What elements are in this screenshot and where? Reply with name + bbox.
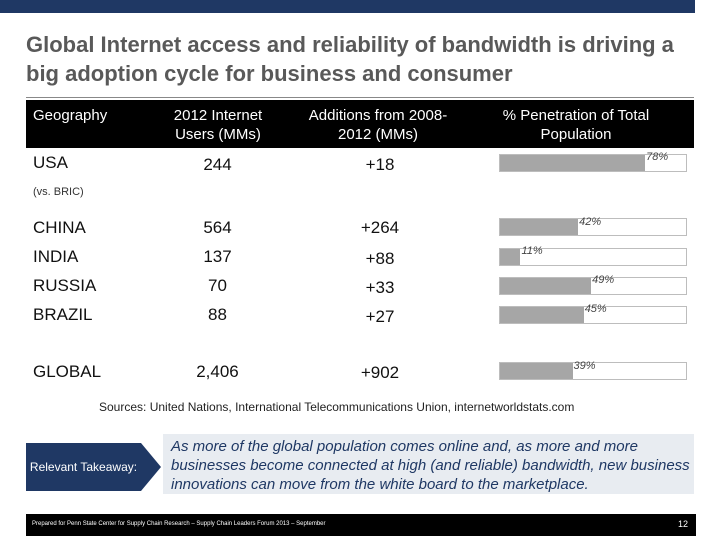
additions-cell: +18 xyxy=(365,155,395,174)
subnote: (vs. BRIC) xyxy=(33,186,84,198)
table-row: GLOBAL 2,406 +902 39% xyxy=(0,360,720,385)
users-cell: 564 xyxy=(203,218,232,237)
slide-title: Global Internet access and reliability o… xyxy=(26,32,674,86)
table-row: BRAZIL 88 +27 45% xyxy=(0,303,720,328)
header-geography: Geography xyxy=(33,107,108,124)
penetration-label: 49% xyxy=(592,274,615,286)
penetration-bar xyxy=(499,362,687,380)
penetration-bar xyxy=(499,306,687,324)
table-row: USA 244 +18 78% xyxy=(0,151,720,176)
additions-cell: +902 xyxy=(360,363,400,382)
geo-cell: INDIA xyxy=(33,247,79,266)
additions-cell: +264 xyxy=(360,218,400,237)
penetration-bar-fill xyxy=(500,278,592,294)
additions-cell: +33 xyxy=(365,278,395,297)
table-row: INDIA 137 +88 11% xyxy=(0,245,720,270)
top-accent-bar xyxy=(0,0,695,13)
page-number: 12 xyxy=(677,519,688,529)
penetration-label: 45% xyxy=(584,303,607,315)
footer-bar: Prepared for Penn State Center for Suppl… xyxy=(26,514,696,536)
users-cell: 70 xyxy=(208,276,227,295)
penetration-label: 42% xyxy=(579,216,602,228)
users-cell: 137 xyxy=(203,247,232,266)
penetration-label: 39% xyxy=(573,360,596,372)
penetration-bar-fill xyxy=(500,155,646,171)
takeaway-text: As more of the global population comes o… xyxy=(163,434,694,494)
penetration-bar-fill xyxy=(500,219,579,235)
geo-cell: GLOBAL xyxy=(33,362,102,381)
additions-cell: +88 xyxy=(365,249,395,268)
users-cell: 244 xyxy=(203,155,232,174)
penetration-bar-fill xyxy=(500,363,573,379)
geo-cell: USA xyxy=(33,153,68,172)
title-divider xyxy=(26,97,694,98)
penetration-label: 78% xyxy=(646,151,669,163)
penetration-label: 11% xyxy=(521,245,543,257)
geo-cell: RUSSIA xyxy=(33,276,97,295)
additions-cell: +27 xyxy=(365,307,395,326)
penetration-bar xyxy=(499,248,687,266)
penetration-bar-fill xyxy=(500,249,521,265)
header-additions: Additions from 2008-2012 (MMs) xyxy=(308,107,448,143)
users-cell: 88 xyxy=(208,305,227,324)
penetration-bar xyxy=(499,277,687,295)
users-cell: 2,406 xyxy=(196,362,239,381)
sources-note: Sources: United Nations, International T… xyxy=(99,400,575,414)
table-row: CHINA 564 +264 42% xyxy=(0,216,720,241)
takeaway-arrow xyxy=(141,443,161,491)
header-users: 2012 Internet Users (MMs) xyxy=(173,107,263,143)
takeaway-label: Relevant Takeaway: xyxy=(26,443,141,491)
header-penetration: % Penetration of Total Population xyxy=(502,107,650,143)
table-header: Geography 2012 Internet Users (MMs) Addi… xyxy=(26,100,694,148)
geo-cell: BRAZIL xyxy=(33,305,93,324)
table-row: RUSSIA 70 +33 49% xyxy=(0,274,720,299)
footer-text: Prepared for Penn State Center for Suppl… xyxy=(32,521,326,527)
penetration-bar xyxy=(499,218,687,236)
penetration-bar xyxy=(499,154,687,172)
geo-cell: CHINA xyxy=(33,218,86,237)
penetration-bar-fill xyxy=(500,307,584,323)
